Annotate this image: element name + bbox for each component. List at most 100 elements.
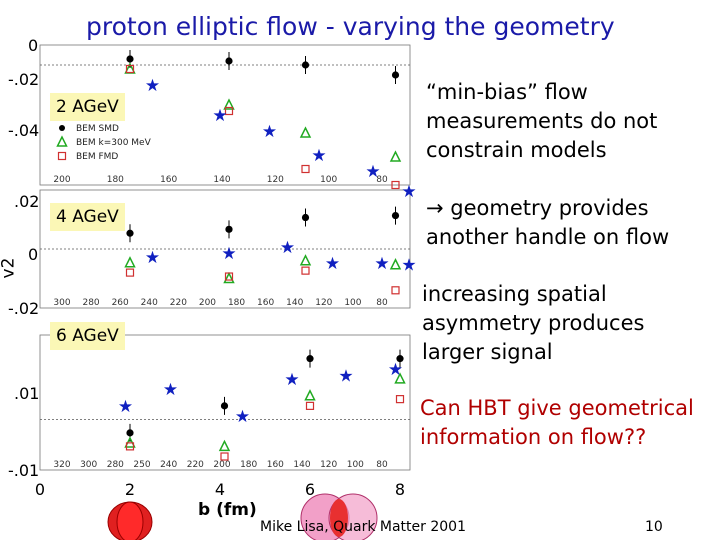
data-star-point: ★	[365, 162, 380, 182]
fmd-point	[301, 164, 310, 174]
data-star-point: ★	[280, 238, 295, 258]
y-tick-label: .01	[14, 384, 40, 403]
k300-point	[299, 126, 312, 138]
panel-label-2agev: 2 AGeV	[50, 93, 125, 121]
fmd-point	[395, 395, 405, 404]
top-tick-label: 300	[53, 298, 70, 308]
slide-title: proton elliptic flow - varying the geome…	[86, 12, 615, 41]
top-tick-label: 140	[213, 175, 230, 185]
top-tick-label: 200	[53, 175, 70, 185]
top-tick-label: 300	[80, 460, 97, 470]
k300-point	[304, 389, 316, 401]
k300-point	[389, 150, 402, 162]
x-tick-label: 8	[395, 480, 405, 499]
fmd-point	[125, 64, 135, 74]
k300-point	[218, 439, 231, 452]
x-tick-label: 2	[125, 480, 135, 499]
data-star-point: ★	[262, 122, 277, 142]
legend: BEM SMD BEM k=300 MeV BEM FMD	[56, 124, 152, 162]
top-tick-label: 200	[199, 298, 216, 308]
top-tick-label: 80	[376, 460, 388, 470]
top-tick-label: 250	[133, 460, 150, 470]
legend-label: BEM k=300 MeV	[76, 138, 152, 148]
smd-point	[126, 229, 134, 237]
data-star-point: ★	[388, 360, 403, 380]
fmd-point	[125, 442, 135, 451]
legend-label: BEM FMD	[76, 152, 118, 162]
smd-point	[301, 213, 310, 222]
top-tick-label: 280	[82, 298, 99, 308]
y-axis-title: v2	[0, 257, 19, 279]
top-tick-label: 100	[344, 298, 361, 308]
panel-label-4agev: 4 AGeV	[50, 203, 125, 231]
panel-frame	[39, 334, 411, 471]
top-tick-label: 80	[376, 298, 388, 308]
top-tick-label: 180	[107, 175, 124, 185]
smd-point	[225, 225, 233, 233]
footer-author: Mike Lisa, Quark Matter 2001	[260, 519, 466, 535]
top-tick-label: 240	[160, 460, 177, 470]
top-tick-label: 100	[320, 175, 337, 185]
k300-point	[223, 98, 235, 110]
data-star-point: ★	[325, 254, 340, 274]
top-tick-label: 180	[240, 460, 257, 470]
y-tick-label: 0	[28, 36, 39, 55]
top-tick-label: 160	[267, 460, 284, 470]
legend-symbol-triangle	[56, 135, 68, 147]
data-marks: ★ ★ ★ ★ ★ ★ ★ ★ ★ ★ ★ ★ ★ ★ ★ ★ ★ ★	[118, 50, 417, 461]
fmd-point	[391, 286, 400, 295]
data-star-point: ★	[374, 254, 389, 274]
smd-point	[220, 402, 229, 410]
nucleus-icon	[116, 501, 144, 540]
page-number: 10	[645, 519, 663, 535]
k300-point	[124, 256, 136, 268]
x-axis-title: b (fm)	[198, 500, 257, 520]
data-star-point: ★	[338, 367, 353, 387]
top-tick-label: 280	[107, 460, 124, 470]
top-tick-label: 220	[187, 460, 204, 470]
top-tick-label: 160	[160, 175, 177, 185]
smd-point	[126, 429, 134, 437]
panel-frames	[39, 44, 411, 471]
top-tick-label: 240	[141, 298, 158, 308]
note-min-bias: “min-bias” flow measurements do not cons…	[426, 80, 658, 162]
data-star-point: ★	[118, 397, 133, 417]
top-tick-label: 100	[347, 460, 364, 470]
y-tick-label: -.02	[8, 70, 40, 89]
top-tick-label: 200	[213, 460, 230, 470]
note-geometry: → geometry provides another handle on fl…	[426, 196, 670, 249]
note-hbt-question: Can HBT give geometrical information on …	[420, 396, 694, 449]
fmd-point	[125, 268, 135, 277]
fmd-point	[391, 180, 400, 190]
y-tick-label: -.01	[8, 461, 40, 480]
data-star-point: ★	[145, 76, 160, 96]
x-tick-label: 0	[35, 480, 45, 499]
k300-point	[394, 372, 406, 384]
data-star-point: ★	[235, 407, 250, 427]
top-tick-label: 140	[293, 460, 310, 470]
overlap-region-icon	[330, 499, 348, 537]
top-tick-label: 320	[53, 460, 70, 470]
fmd-point	[224, 272, 234, 281]
x-axis: 0 2 4 6 8	[35, 480, 405, 499]
fmd-point	[305, 401, 315, 410]
data-star-point: ★	[145, 248, 160, 268]
top-tick-label: 220	[170, 298, 187, 308]
y-tick-label: -.02	[8, 299, 40, 318]
panel-frame	[39, 44, 411, 186]
fmd-point	[301, 266, 310, 275]
fmd-point	[224, 106, 234, 116]
data-star-point: ★	[212, 106, 227, 126]
legend-label: BEM SMD	[76, 124, 119, 134]
data-star-point: ★	[401, 256, 416, 276]
data-star-point: ★	[311, 146, 326, 166]
data-star-point: ★	[401, 182, 416, 202]
top-tick-label: 120	[267, 175, 284, 185]
overlap-circles	[107, 493, 378, 540]
note-spatial-asymmetry: increasing spatial asymmetry produces la…	[422, 282, 645, 364]
smd-point	[126, 55, 134, 63]
top-tick-label: 140	[286, 298, 303, 308]
data-star-point: ★	[284, 370, 299, 390]
x-tick-label: 4	[215, 480, 225, 499]
panel-label-6agev: 6 AGeV	[50, 322, 125, 350]
